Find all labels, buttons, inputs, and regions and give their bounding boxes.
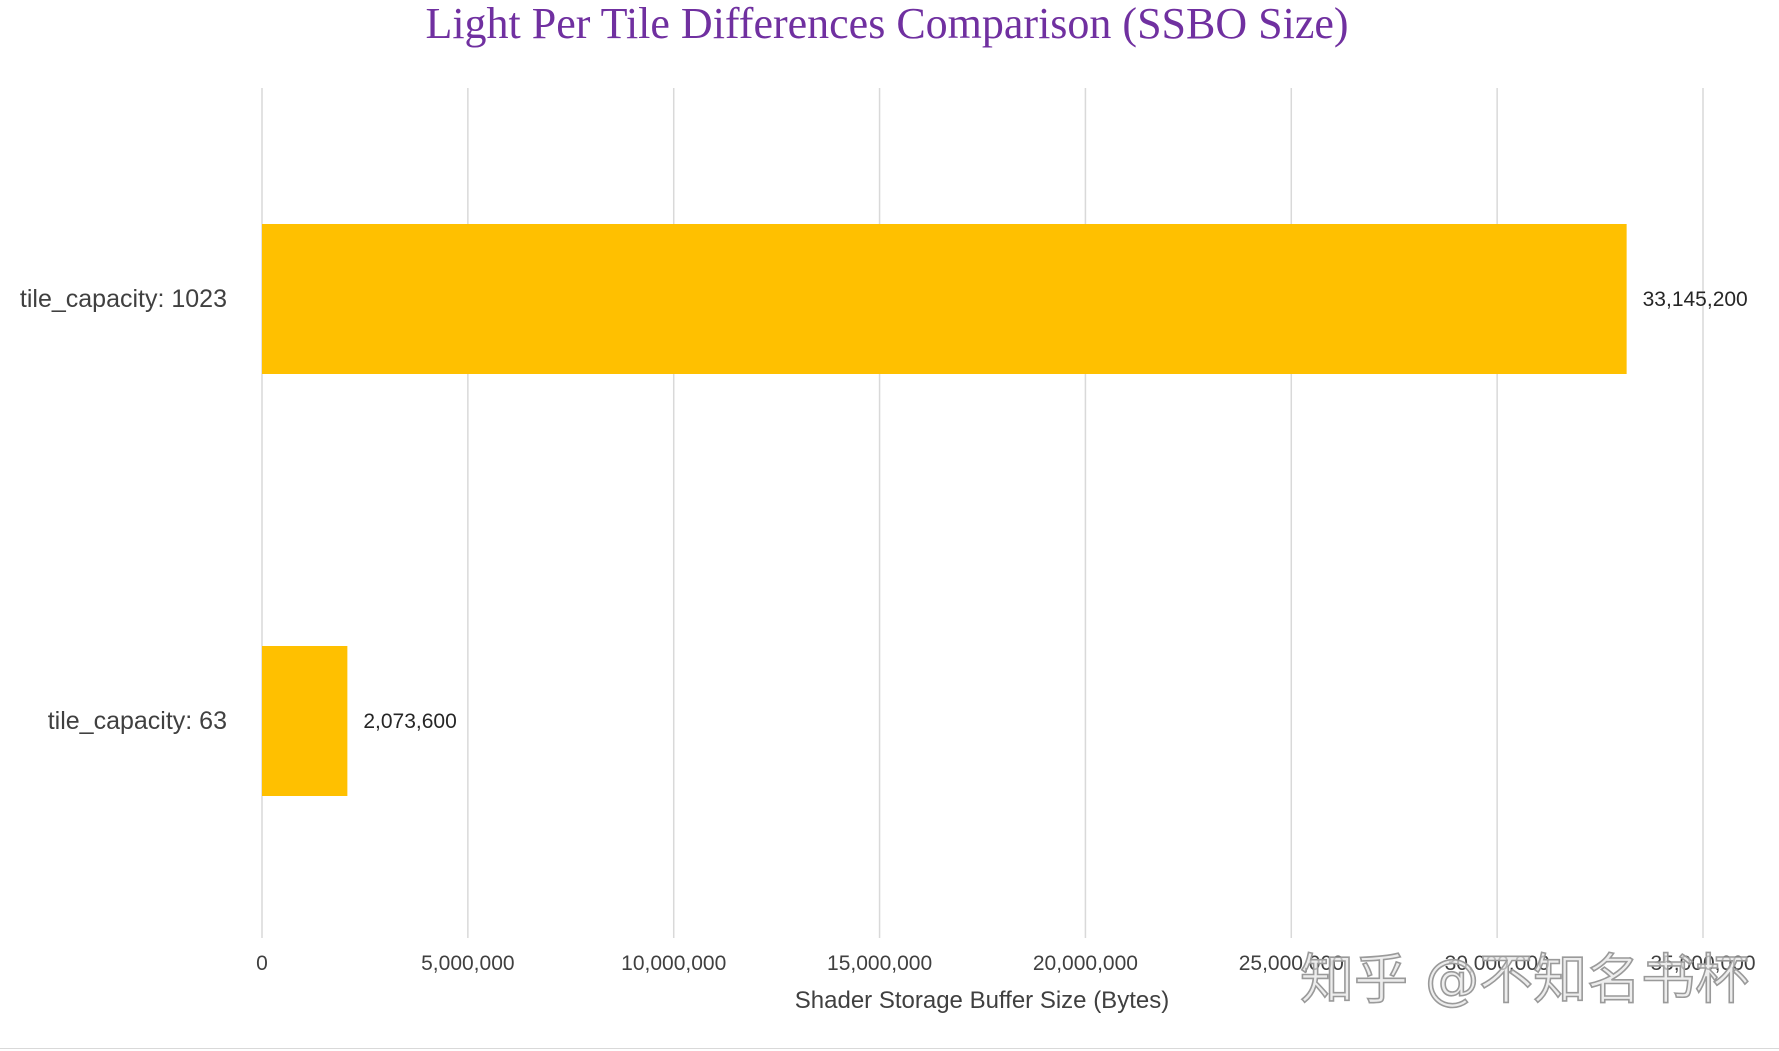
x-tick-label-2: 10,000,000 [621,952,726,975]
bars [262,224,1627,796]
bottom-divider [0,1048,1779,1049]
x-axis-ticks: 0 5,000,000 10,000,000 15,000,000 20,000,000… [256,952,1755,975]
gridlines [261,88,1704,938]
data-labels: 33,145,200 2,073,600 [363,288,1747,733]
bar-1 [262,646,348,796]
category-label-1: tile_capacity: 63 [48,707,227,735]
x-tick-label-5: 25,000,000 [1239,952,1344,975]
y-axis-categories: tile_capacity: 1023 tile_capacity: 63 [20,285,227,735]
category-label-0: tile_capacity: 1023 [20,285,227,313]
x-tick-label-7: 35,000,000 [1650,952,1755,975]
x-tick-label-6: 30,000,000 [1445,952,1550,975]
x-tick-label-4: 20,000,000 [1033,952,1138,975]
chart-title: Light Per Tile Differences Comparison (S… [425,0,1348,48]
data-label-1: 2,073,600 [363,710,456,733]
data-label-0: 33,145,200 [1643,288,1748,311]
x-tick-label-3: 15,000,000 [827,952,932,975]
x-axis-title: Shader Storage Buffer Size (Bytes) [795,987,1169,1014]
watermark: 知乎 @不知名书杯 [1300,948,1749,1011]
x-tick-label-0: 0 [256,952,268,975]
x-tick-label-1: 5,000,000 [421,952,514,975]
bar-0 [262,224,1627,374]
